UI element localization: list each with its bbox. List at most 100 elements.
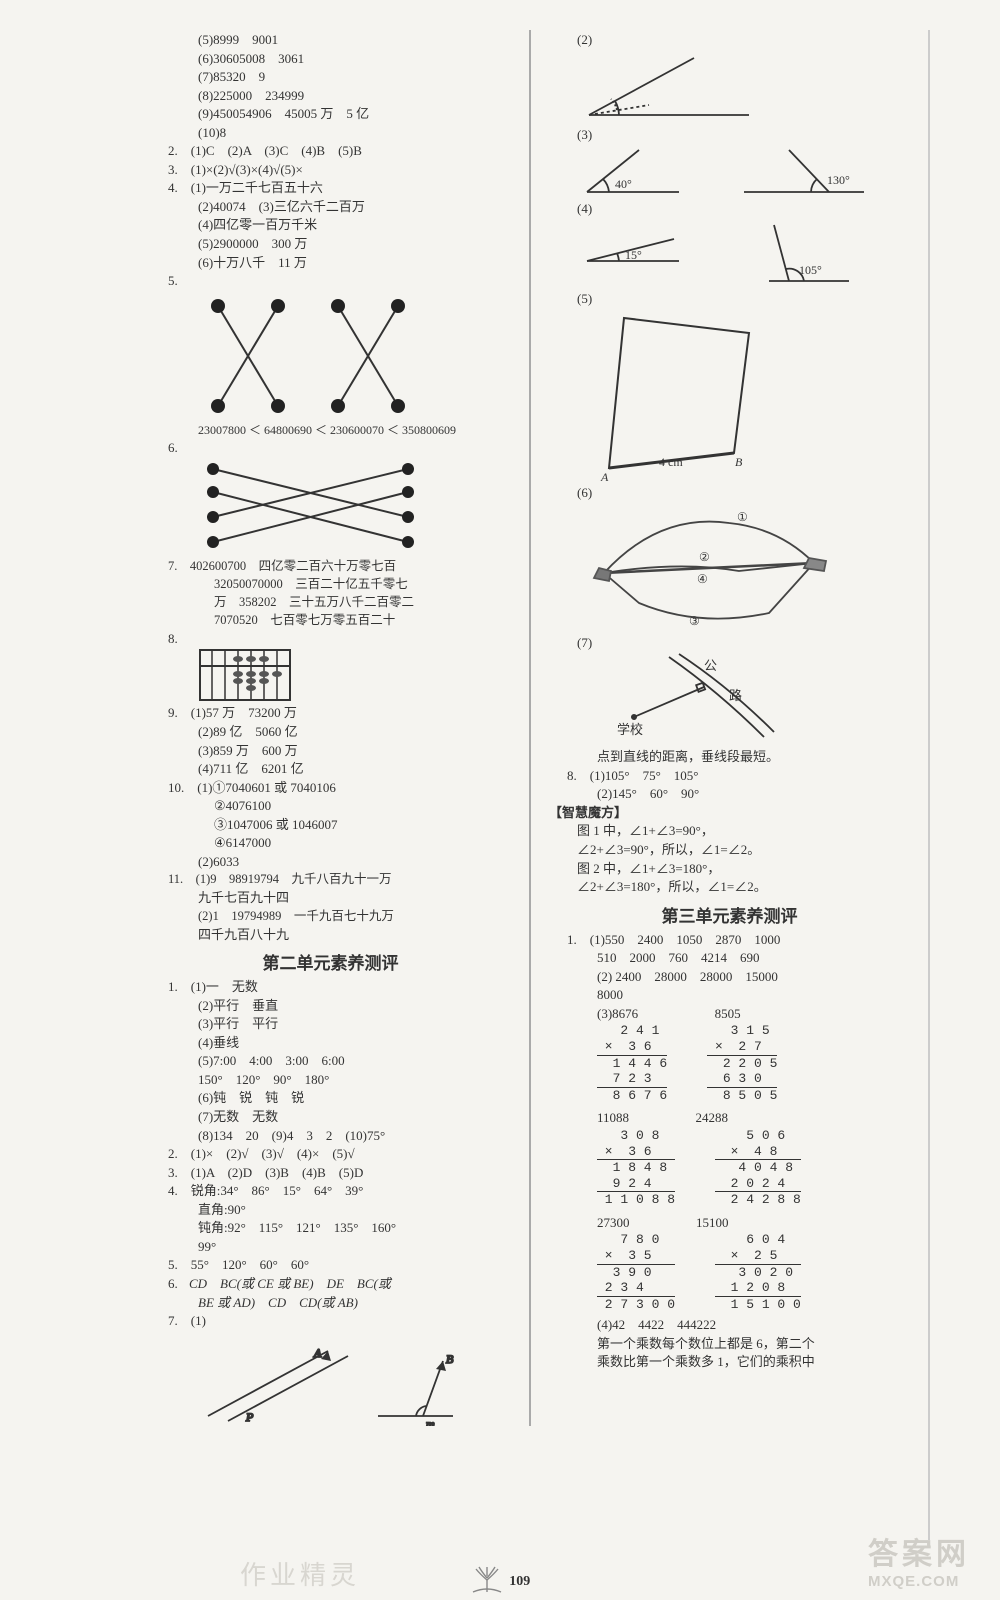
- text: (2)6033: [150, 853, 511, 871]
- angle-label: 15°: [625, 248, 642, 262]
- svg-text:学校: 学校: [617, 722, 643, 737]
- text: (5)8999 9001: [150, 31, 511, 49]
- diagram-r4: 15° 105°: [579, 219, 910, 289]
- text: (6)30605008 3061: [150, 50, 511, 68]
- text: (6): [549, 484, 910, 502]
- text: 7. (1): [150, 1312, 511, 1330]
- text: 27300 15100: [549, 1214, 910, 1232]
- diagram-r3: 40° 130°: [579, 144, 910, 199]
- svg-text:②: ②: [699, 550, 710, 564]
- text: 150° 120° 90° 180°: [150, 1071, 511, 1089]
- text: (7): [549, 634, 910, 652]
- diagram-r2-angle: [579, 50, 910, 125]
- text: ③1047006 或 1046007: [150, 816, 511, 834]
- text: 6.: [150, 439, 511, 457]
- text: 8. (1)105° 75° 105°: [549, 767, 910, 785]
- svg-text:P: P: [245, 1410, 254, 1424]
- text: 6. CD BC(或 CE 或 BE) DE BC(或: [150, 1275, 511, 1293]
- calc-head: 27300: [597, 1215, 630, 1230]
- text: (3)8676 8505: [549, 1005, 910, 1023]
- text: 1. (1)550 2400 1050 2870 1000: [549, 931, 910, 949]
- text: 8.: [150, 630, 511, 648]
- left-column: (5)8999 9001 (6)30605008 3061 (7)85320 9…: [140, 30, 521, 1426]
- text: ②4076100: [150, 797, 511, 815]
- outer-right-rule: [928, 30, 930, 1540]
- text: (3)平行 平行: [150, 1015, 511, 1033]
- text: (2)89 亿 5060 亿: [150, 723, 511, 741]
- text: 23007800 ＜ 64800690 ＜ 230600070 ＜ 350800…: [150, 422, 511, 438]
- text: 2. (1)× (2)√ (3)√ (4)× (5)√: [150, 1145, 511, 1163]
- text: (7)85320 9: [150, 68, 511, 86]
- calc-block-1: 2 4 1 × 3 6 1 4 4 6 7 2 3 8 6 7 6 3 1 5 …: [597, 1023, 910, 1103]
- text: ∠2+∠3=90°，所以，∠1=∠2。: [549, 841, 910, 859]
- watermark-left: 作业精灵: [240, 1555, 360, 1592]
- text: 11088 24288: [549, 1109, 910, 1127]
- calc-block-3: 7 8 0 × 3 5 3 9 0 2 3 4 2 7 3 0 0 6 0 4 …: [597, 1232, 910, 1312]
- text: 点到直线的距离，垂线段最短。: [549, 748, 910, 766]
- svg-text:路: 路: [729, 688, 742, 703]
- unit-3-title: 第三单元素养测评: [549, 902, 910, 927]
- cube-title: 【智慧魔方】: [549, 804, 910, 822]
- text: (5)7:00 4:00 3:00 6:00: [150, 1052, 511, 1070]
- text: (2) 2400 28000 28000 15000: [549, 968, 910, 986]
- calc-head: 11088: [597, 1110, 629, 1125]
- q6-num: 6.: [168, 1276, 178, 1291]
- svg-text:④: ④: [697, 572, 708, 586]
- right-column: (2) (3) 40°: [539, 30, 920, 1426]
- svg-text:①: ①: [737, 510, 748, 524]
- text: (4): [549, 200, 910, 218]
- watermark-right: 答案网 MXQE.COM: [868, 1529, 970, 1590]
- text: (6)十万八千 11 万: [150, 254, 511, 272]
- text: (2)平行 垂直: [150, 997, 511, 1015]
- text: (6)钝 锐 钝 锐: [150, 1089, 511, 1107]
- text: (8)225000 234999: [150, 87, 511, 105]
- text: (4)42 4422 444222: [549, 1316, 910, 1334]
- text: (3): [549, 126, 910, 144]
- diagram-5-matching: [198, 291, 511, 421]
- text: (4)垂线: [150, 1034, 511, 1052]
- page-footer: 109: [0, 1565, 1000, 1594]
- abacus-icon: [198, 648, 511, 703]
- text: 11. (1)9 98919794 九千八百九十一万: [150, 871, 511, 888]
- text: 8000: [549, 986, 910, 1004]
- column-divider: [529, 30, 531, 1426]
- text: 10. (1)①7040601 或 7040106: [150, 779, 511, 797]
- text: (3)859 万 600 万: [150, 742, 511, 760]
- text-italic: BE 或 AD) CD CD(或 AB): [198, 1295, 358, 1310]
- text: (10)8: [150, 124, 511, 142]
- svg-text:B: B: [735, 455, 743, 469]
- text: BE 或 AD) CD CD(或 AB): [150, 1294, 511, 1312]
- text: (2): [549, 31, 910, 49]
- text: 图 1 中，∠1+∠3=90°，: [549, 822, 910, 840]
- svg-text:4 cm: 4 cm: [659, 455, 683, 469]
- text: 7. 402600700 四亿零二百六十万零七百: [150, 558, 511, 575]
- palm-icon: [470, 1565, 510, 1590]
- text: 7070520 七百零七万零五百二十: [150, 612, 511, 629]
- text: 万 358202 三十五万八千二百零二: [150, 594, 511, 611]
- text: ∠2+∠3=180°，所以，∠1=∠2。: [549, 878, 910, 896]
- text: 2. (1)C (2)A (3)C (4)B (5)B: [150, 142, 511, 160]
- text: (2)145° 60° 90°: [549, 785, 910, 803]
- text: (4)711 亿 6201 亿: [150, 760, 511, 778]
- text: (5)2900000 300 万: [150, 235, 511, 253]
- wm-right-1: 答案网: [868, 1529, 970, 1573]
- text: 99°: [150, 1238, 511, 1256]
- text: 九千七百九十四: [150, 889, 511, 907]
- page: (5)8999 9001 (6)30605008 3061 (7)85320 9…: [0, 0, 1000, 1466]
- text: 第一个乘数每个数位上都是 6，第二个: [549, 1335, 910, 1353]
- u3-1-3b: 8505: [715, 1006, 741, 1021]
- unit-2-title: 第二单元素养测评: [150, 949, 511, 974]
- svg-text:A: A: [600, 470, 609, 483]
- text: 3. (1)A (2)D (3)B (4)B (5)D: [150, 1164, 511, 1182]
- text: 32050070000 三百二十亿五千零七: [150, 576, 511, 593]
- text: 乘数比第一个乘数多 1，它们的乘积中: [549, 1353, 910, 1371]
- text: CD BC(或 CE 或 BE) DE BC(或: [181, 1276, 391, 1291]
- svg-text:③: ③: [689, 614, 700, 628]
- text: (2)40074 (3)三亿六千二百万: [150, 198, 511, 216]
- diagram-6-matching: [198, 457, 511, 557]
- text: ④6147000: [150, 834, 511, 852]
- angle-label: 105°: [799, 263, 822, 277]
- diagram-7-1: A P B m: [198, 1331, 511, 1426]
- text: 9. (1)57 万 73200 万: [150, 704, 511, 722]
- text: (9)450054906 45005 万 5 亿: [150, 105, 511, 123]
